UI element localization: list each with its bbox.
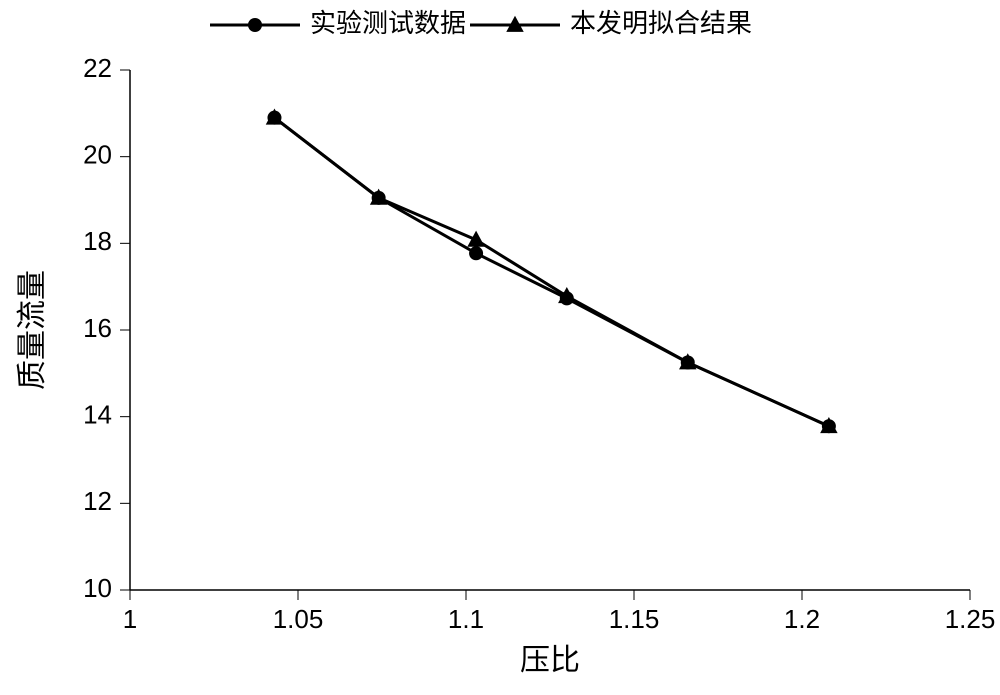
legend-label: 实验测试数据	[310, 8, 466, 38]
series-line-s1	[274, 118, 828, 427]
y-tick-label: 12	[83, 486, 112, 516]
x-axis-label: 压比	[520, 644, 580, 677]
y-axis-label: 质量流量	[16, 270, 49, 390]
series-s2	[266, 108, 838, 433]
legend-marker-circle	[248, 18, 262, 32]
chart-container: 10 12 14 16 18 20 22 1 1.05 1.1 1.15 1.2 1.25 压比 质量流量 实…	[0, 0, 1000, 695]
y-tick-label: 18	[83, 226, 112, 256]
marker-circle	[560, 291, 574, 305]
marker-circle	[822, 419, 836, 433]
series-line-s2	[274, 118, 828, 427]
y-tick-label: 22	[83, 53, 112, 83]
x-tick-label: 1.15	[609, 604, 660, 634]
x-tick-label: 1.25	[945, 604, 996, 634]
x-tick-label: 1	[123, 604, 137, 634]
marker-circle	[372, 191, 386, 205]
legend-item: 实验测试数据	[210, 8, 466, 38]
marker-circle	[681, 356, 695, 370]
y-tick-label: 14	[83, 400, 112, 430]
y-tick-label: 10	[83, 573, 112, 603]
legend-item: 本发明拟合结果	[470, 8, 752, 38]
x-tick-label: 1.2	[784, 604, 820, 634]
line-chart: 10 12 14 16 18 20 22 1 1.05 1.1 1.15 1.2 1.25 压比 质量流量 实…	[0, 0, 1000, 695]
legend-label: 本发明拟合结果	[570, 8, 752, 38]
series-s1	[267, 111, 835, 434]
marker-circle	[267, 111, 281, 125]
y-tick-label: 20	[83, 140, 112, 170]
x-tick-label: 1.1	[448, 604, 484, 634]
x-tick-label: 1.05	[273, 604, 324, 634]
marker-circle	[469, 246, 483, 260]
y-tick-label: 16	[83, 313, 112, 343]
